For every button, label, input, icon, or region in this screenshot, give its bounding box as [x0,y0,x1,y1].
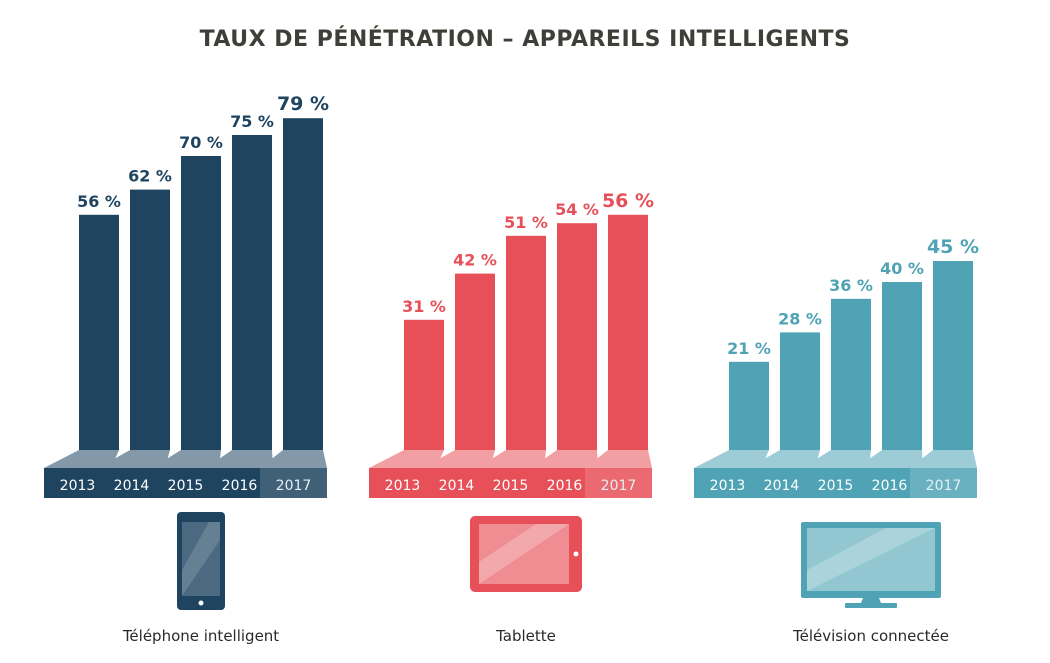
x-tick-label: 2013 [60,478,96,494]
bar [831,298,871,450]
x-tick-label: 2014 [764,478,800,494]
data-label: 31 % [402,297,446,316]
data-label: 62 % [128,167,172,186]
data-label: 54 % [555,200,599,219]
bar [729,361,769,450]
year-plate [260,468,327,498]
data-label: 36 % [829,276,873,295]
bar [933,261,973,450]
bar [79,214,119,450]
bar-floor [369,450,444,468]
x-tick-label: 2017 [276,478,312,494]
tablet-icon [470,516,582,592]
device-label: Télévision connectée [792,627,949,645]
bar-floor [152,450,221,468]
bar-floor [748,450,820,468]
data-label: 56 % [77,192,121,211]
bar [404,319,444,450]
bar-floor [44,450,119,468]
bar-floor [206,450,273,468]
x-tick-label: 2016 [872,478,908,494]
chart-title: TAUX DE PÉNÉTRATION – APPAREILS INTELLIG… [200,26,851,52]
x-tick-label: 2017 [926,478,962,494]
x-tick-label: 2015 [168,478,204,494]
x-tick-label: 2013 [385,478,421,494]
bar-floor [856,450,923,468]
data-label: 21 % [727,339,771,358]
x-tick-label: 2013 [710,478,746,494]
bar [506,235,546,450]
x-tick-label: 2015 [818,478,854,494]
x-tick-label: 2017 [601,478,637,494]
data-label: 42 % [453,251,497,270]
data-label: 79 % [277,93,329,115]
bar-floor [585,450,652,468]
x-tick-label: 2014 [439,478,475,494]
device-label: Téléphone intelligent [122,627,279,645]
bar [455,273,495,450]
data-label: 75 % [230,112,274,131]
data-label: 45 % [927,236,979,258]
bar-floor [477,450,546,468]
bar-floor [98,450,170,468]
series-group: 2013 21 % 2014 28 % 2015 36 % 2016 40 % 2017 45 %… [694,236,979,645]
x-tick-label: 2016 [222,478,258,494]
device-label: Tablette [495,627,556,645]
bar-floor [802,450,871,468]
series-group: 2013 56 % 2014 62 % 2015 70 % 2016 75 % 2017 79 %… [44,93,329,645]
bar-floor [910,450,977,468]
bar-floor [531,450,598,468]
year-plate [910,468,977,498]
x-tick-label: 2016 [547,478,583,494]
bar [130,189,170,450]
bar [608,214,648,450]
bar [181,156,221,450]
x-tick-label: 2014 [114,478,150,494]
bar [232,135,272,450]
x-tick-label: 2015 [493,478,529,494]
tv-icon [801,522,941,608]
bar [882,282,922,450]
bar-floor [694,450,769,468]
bar-floor [423,450,495,468]
data-label: 56 % [602,190,654,212]
data-label: 28 % [778,309,822,328]
year-plate [585,468,652,498]
bar [557,223,597,450]
smartphone-icon [177,512,225,610]
data-label: 70 % [179,133,223,152]
data-label: 40 % [880,259,924,278]
bar [283,118,323,450]
bar [780,332,820,450]
bar-floor [260,450,327,468]
series-group: 2013 31 % 2014 42 % 2015 51 % 2016 54 % 2017 56 %… [369,190,654,645]
data-label: 51 % [504,213,548,232]
